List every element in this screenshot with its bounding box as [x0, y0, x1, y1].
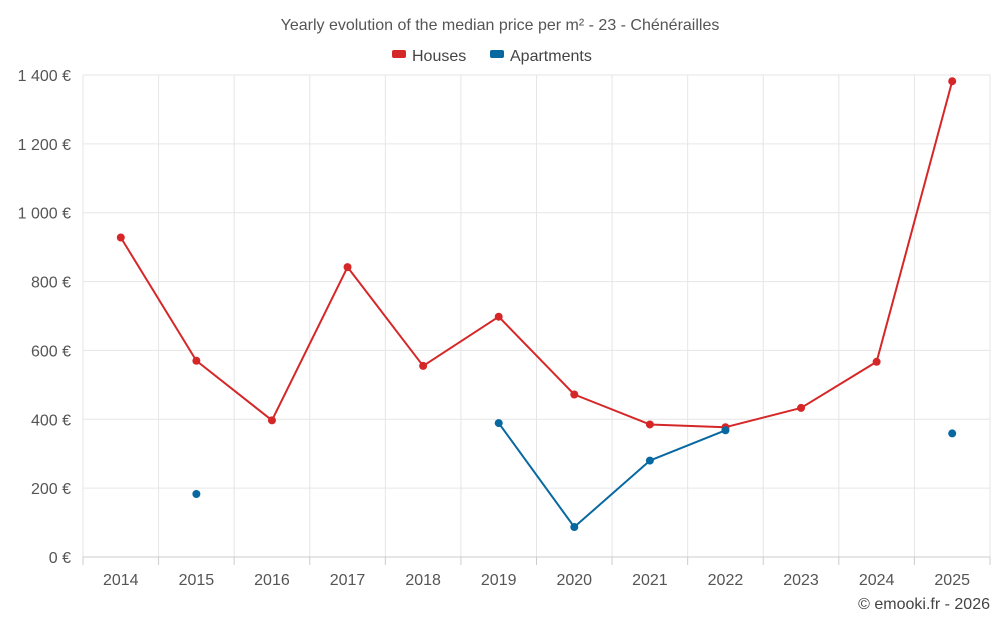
houses-point — [192, 356, 201, 365]
grid — [82, 74, 991, 558]
x-tick-label: 2017 — [330, 572, 366, 589]
apartments-point — [570, 523, 579, 532]
y-tick-label: 200 € — [31, 481, 71, 498]
credit-text: © emooki.fr - 2026 — [858, 596, 990, 613]
houses-point — [116, 233, 125, 242]
houses-point — [343, 263, 352, 272]
x-tick-label: 2025 — [934, 572, 970, 589]
legend-swatch-apartments — [490, 50, 504, 58]
houses-point — [419, 361, 428, 370]
x-tick-label: 2019 — [481, 572, 517, 589]
apartments-point — [645, 456, 654, 465]
apartments-point — [192, 489, 201, 498]
y-tick-label: 600 € — [31, 343, 71, 360]
apartments-point — [494, 419, 503, 428]
chart-title: Yearly evolution of the median price per… — [281, 17, 720, 34]
houses-line — [119, 80, 954, 429]
y-tick-label: 1 000 € — [18, 206, 71, 223]
x-tick-label: 2014 — [103, 572, 139, 589]
houses-point — [797, 403, 806, 412]
houses-point — [948, 77, 957, 86]
legend-label-apartments: Apartments — [510, 48, 592, 65]
apartments-point — [948, 429, 957, 438]
y-tick-label: 400 € — [31, 412, 71, 429]
y-tick-label: 1 400 € — [18, 68, 71, 85]
y-tick-label: 1 200 € — [18, 137, 71, 154]
houses-point — [494, 312, 503, 321]
x-tick-label: 2018 — [405, 572, 441, 589]
legend-label-houses: Houses — [412, 48, 466, 65]
x-tick-label: 2024 — [859, 572, 895, 589]
series-layer — [116, 77, 957, 532]
x-tick-label: 2022 — [708, 572, 744, 589]
houses-point — [570, 390, 579, 399]
y-tick-label: 0 € — [49, 550, 71, 567]
apartments-line — [497, 422, 726, 529]
legend-swatch-houses — [392, 50, 406, 58]
houses-point — [267, 416, 276, 425]
houses-point — [645, 420, 654, 429]
x-tick-label: 2016 — [254, 572, 290, 589]
y-axis: 0 € 200 € 400 € 600 € 800 € 1 000 € 1 200 € 1 4… — [18, 68, 71, 567]
apartments-point — [721, 426, 730, 435]
y-tick-label: 800 € — [31, 275, 71, 292]
x-tick-label: 2021 — [632, 572, 668, 589]
x-tick-label: 2015 — [179, 572, 215, 589]
houses-point — [872, 357, 881, 366]
x-axis: 2014 2015 2016 2017 2018 2019 2020 2021 2022 2023… — [82, 556, 991, 589]
x-tick-label: 2020 — [556, 572, 592, 589]
x-tick-label: 2023 — [783, 572, 819, 589]
legend: Houses Apartments — [392, 48, 592, 65]
